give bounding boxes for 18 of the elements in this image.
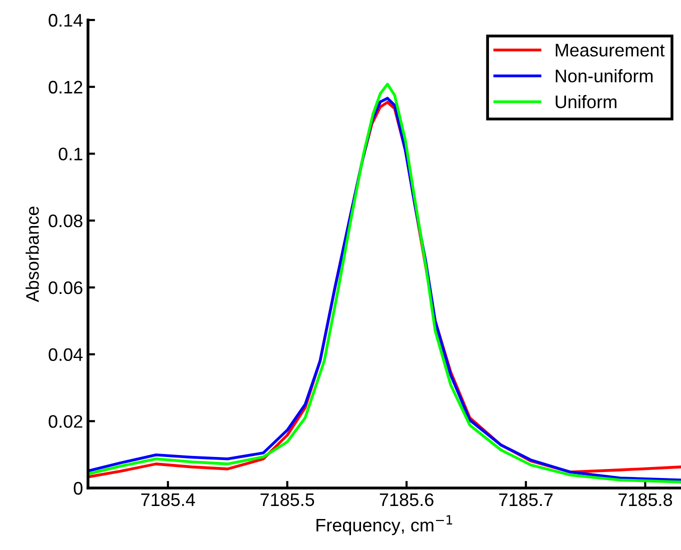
legend-label: Non-uniform [556,69,653,82]
x-tick-label: 7185.4 [141,493,196,506]
y-tick-label: 0.1 [58,148,82,160]
x-tick-label: 7185.8 [618,493,672,506]
x-tick-label: 7185.7 [499,493,553,506]
y-tick-label: 0.02 [48,415,82,428]
legend-label: Measurement [556,44,665,57]
y-tick-label: 0.12 [48,80,82,94]
y-tick-label: 0 [74,482,82,495]
y-tick-label: 0.08 [48,214,82,228]
x-tick-label: 7185.6 [380,493,434,506]
y-tick-label: 0.06 [48,281,82,294]
y-axis-title: Absorbance [26,206,39,302]
x-tick-label: 7185.5 [260,493,314,506]
y-tick-label: 0.14 [48,14,83,27]
x-axis-title: Frequency, cm$^{−1}$ [316,515,452,536]
legend-label: Uniform [556,94,616,108]
y-tick-label: 0.04 [48,348,83,362]
